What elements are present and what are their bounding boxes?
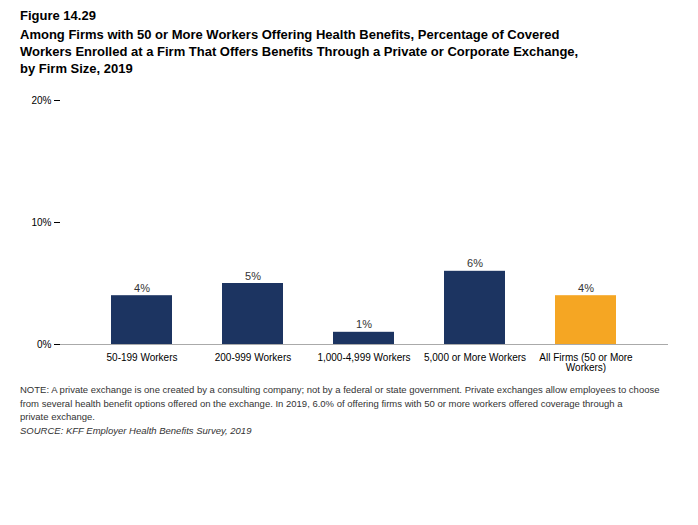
svg-text:200-999 Workers: 200-999 Workers [215,351,292,362]
html-text:Figure 14.29: Figure 14.29 [20,8,96,23]
svg-text:5%: 5% [245,269,261,281]
svg-text:0%: 0% [37,338,52,349]
svg-text:1,000-4,999 Workers: 1,000-4,999 Workers [317,351,410,362]
html-text:from several health benefit op: from several health benefit options offe… [20,397,623,409]
svg-text:6%: 6% [467,257,483,269]
html-text:private exchange.: private exchange. [20,411,95,423]
svg-text:20%: 20% [31,94,51,105]
svg-text:4%: 4% [578,281,594,293]
html-text:NOTE: A private exchange is on: NOTE: A private exchange is one created … [20,383,660,395]
svg-text:5,000 or More Workers: 5,000 or More Workers [424,351,526,362]
svg-text:50-199 Workers: 50-199 Workers [107,351,178,362]
html-text:SOURCE: KFF Employer Health Be: SOURCE: KFF Employer Health Benefits Sur… [20,425,252,437]
svg-text:1%: 1% [356,318,372,330]
html-text:Among Firms with 50 or More Wo: Among Firms with 50 or More Workers Offe… [20,27,579,76]
svg-text:4%: 4% [134,281,150,293]
svg-text:All Firms (50 or MoreWorkers): All Firms (50 or MoreWorkers) [539,351,633,372]
svg-text:10%: 10% [31,216,51,227]
